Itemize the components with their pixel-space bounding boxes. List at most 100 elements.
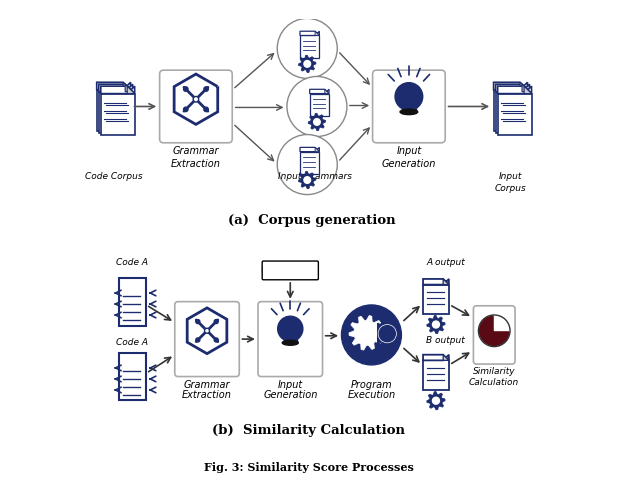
Polygon shape — [123, 82, 130, 90]
Wedge shape — [478, 315, 510, 347]
Text: Input Corpus: Input Corpus — [261, 266, 320, 275]
Text: Code Corpus: Code Corpus — [85, 172, 143, 181]
Bar — [423, 285, 449, 314]
Polygon shape — [427, 316, 445, 333]
Bar — [119, 353, 146, 400]
Polygon shape — [310, 89, 329, 93]
Text: Grammar: Grammar — [172, 146, 219, 156]
Text: (b)  Similarity Calculation: (b) Similarity Calculation — [213, 424, 405, 437]
Text: B output: B output — [426, 336, 465, 346]
Polygon shape — [494, 82, 528, 90]
Bar — [423, 361, 449, 390]
Polygon shape — [496, 84, 530, 91]
Polygon shape — [174, 74, 218, 124]
Text: Grammar: Grammar — [184, 380, 231, 390]
Bar — [284, 336, 297, 343]
Polygon shape — [308, 113, 326, 131]
Circle shape — [433, 397, 439, 404]
Text: A output: A output — [426, 258, 465, 268]
Polygon shape — [378, 323, 394, 344]
Text: Execution: Execution — [347, 390, 396, 400]
Circle shape — [287, 76, 347, 136]
Polygon shape — [315, 31, 320, 35]
Bar — [496, 91, 530, 133]
Text: Input: Input — [396, 146, 421, 156]
Circle shape — [304, 177, 311, 183]
Polygon shape — [300, 31, 320, 35]
Ellipse shape — [400, 109, 418, 115]
Bar — [101, 93, 135, 135]
Circle shape — [277, 135, 337, 195]
Polygon shape — [99, 84, 133, 91]
Polygon shape — [423, 355, 449, 361]
Bar — [494, 90, 528, 131]
Polygon shape — [187, 308, 227, 354]
Bar — [402, 104, 416, 112]
Polygon shape — [298, 171, 316, 189]
Text: Extraction: Extraction — [171, 159, 221, 169]
Bar — [119, 278, 146, 326]
Circle shape — [277, 316, 303, 341]
Circle shape — [193, 96, 199, 102]
Circle shape — [378, 324, 396, 343]
Circle shape — [204, 87, 208, 91]
FancyBboxPatch shape — [473, 306, 515, 364]
Bar — [99, 91, 133, 133]
Text: Program: Program — [350, 380, 392, 390]
Polygon shape — [298, 55, 316, 73]
Text: Generation: Generation — [382, 159, 436, 169]
Circle shape — [304, 60, 311, 67]
Bar — [300, 151, 320, 174]
FancyBboxPatch shape — [373, 70, 445, 143]
Text: Input: Input — [499, 172, 522, 181]
Polygon shape — [423, 279, 449, 285]
Circle shape — [205, 328, 210, 333]
Bar — [96, 90, 130, 131]
Circle shape — [433, 321, 439, 328]
Polygon shape — [443, 279, 449, 285]
Polygon shape — [497, 86, 531, 93]
Circle shape — [196, 319, 200, 324]
Text: (a)  Corpus generation: (a) Corpus generation — [228, 214, 396, 227]
FancyBboxPatch shape — [258, 302, 323, 377]
Polygon shape — [315, 147, 320, 151]
Bar — [497, 93, 531, 135]
Polygon shape — [101, 86, 135, 93]
Circle shape — [342, 305, 402, 365]
Polygon shape — [349, 316, 384, 350]
FancyBboxPatch shape — [159, 70, 232, 143]
Text: Input: Input — [277, 380, 303, 390]
Text: Input Grammars: Input Grammars — [277, 172, 352, 181]
Ellipse shape — [282, 340, 298, 345]
Polygon shape — [427, 392, 445, 410]
Circle shape — [196, 338, 200, 342]
Circle shape — [214, 319, 218, 324]
Circle shape — [313, 119, 320, 125]
Polygon shape — [325, 89, 329, 93]
Polygon shape — [520, 82, 528, 90]
Polygon shape — [127, 86, 135, 93]
Circle shape — [214, 338, 218, 342]
Circle shape — [360, 326, 373, 339]
Polygon shape — [96, 82, 130, 90]
FancyBboxPatch shape — [175, 302, 239, 377]
Bar — [300, 35, 320, 58]
Text: Code A: Code A — [116, 338, 148, 348]
Text: Fig. 3: Similarity Score Processes: Fig. 3: Similarity Score Processes — [204, 462, 414, 473]
Text: Code A: Code A — [116, 258, 148, 268]
Polygon shape — [443, 355, 449, 361]
Bar — [310, 93, 329, 116]
Polygon shape — [522, 84, 530, 91]
Circle shape — [184, 107, 188, 112]
Circle shape — [204, 107, 208, 112]
Circle shape — [277, 18, 337, 78]
Polygon shape — [524, 86, 531, 93]
Text: Corpus: Corpus — [494, 184, 527, 193]
Circle shape — [395, 83, 423, 110]
Circle shape — [184, 87, 188, 91]
Polygon shape — [300, 147, 320, 151]
Text: Generation: Generation — [263, 390, 318, 400]
FancyBboxPatch shape — [262, 261, 318, 280]
Wedge shape — [494, 315, 510, 331]
Text: Calculation: Calculation — [469, 378, 519, 387]
